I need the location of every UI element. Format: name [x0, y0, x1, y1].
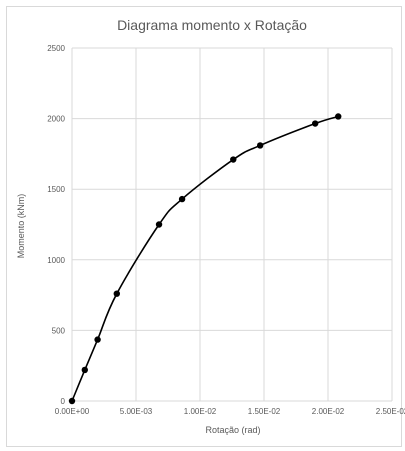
y-tick-label: 2000 [47, 115, 65, 124]
grid-layer [71, 47, 393, 402]
series-line [71, 115, 339, 402]
y-tick-label: 1000 [47, 256, 65, 265]
y-tick-label: 2500 [47, 44, 65, 53]
x-tick-label: 0.00E+00 [55, 407, 90, 416]
y-tick-label: 1500 [47, 185, 65, 194]
data-point [94, 336, 101, 343]
data-point [312, 120, 319, 127]
data-point [178, 195, 186, 203]
x-tick-label: 1.00E-02 [184, 407, 217, 416]
y-axis-label: Momento (kNm) [16, 194, 26, 259]
x-axis-label: Rotação (rad) [205, 425, 260, 435]
data-point [68, 397, 76, 405]
data-point [335, 113, 342, 120]
y-tick-label: 0 [61, 397, 66, 406]
data-point [81, 366, 89, 374]
y-tick-label: 500 [52, 326, 66, 335]
data-point [230, 156, 237, 163]
data-point [113, 290, 121, 297]
data-point [256, 142, 264, 149]
x-tick-label: 5.00E-03 [120, 407, 153, 416]
marker-layer [68, 113, 342, 405]
x-tick-label: 1.50E-02 [248, 407, 281, 416]
x-tick-label: 2.50E-02 [376, 407, 405, 416]
data-point [155, 221, 163, 228]
x-tick-label: 2.00E-02 [312, 407, 345, 416]
tick-layer: 0 500 1000 1500 2000 2500 0.00E+00 5.00E-03 1.00… [47, 44, 405, 416]
chart-title: Diagrama momento x Rotação [117, 17, 307, 33]
